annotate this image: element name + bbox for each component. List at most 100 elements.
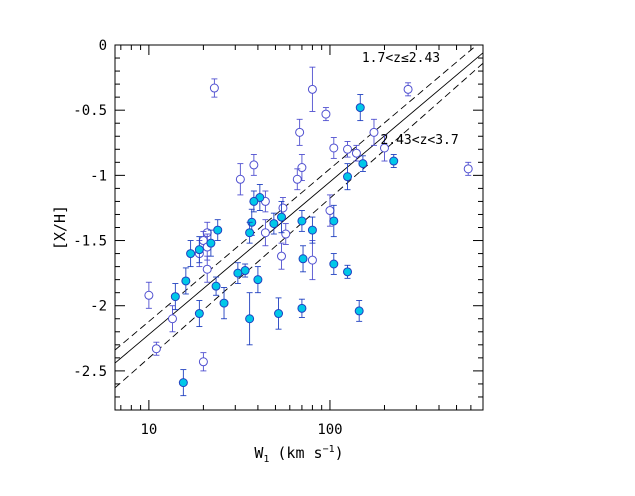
data-point-open [307,240,317,281]
annotation-1: 2.43<z<3.7 [380,133,458,148]
data-point-open [343,141,353,158]
data-point-filled [255,184,265,212]
x-axis-label-units-sup: −1 [323,444,335,455]
data-point-filled [245,221,255,244]
data-point-filled [343,264,353,279]
data-point-open [277,242,287,270]
data-point-open [297,154,307,182]
data-point-filled [355,94,365,122]
marker-filled [194,309,204,319]
data-point-open [151,341,161,356]
marker-filled [277,212,287,222]
data-point-filled [297,210,307,232]
data-point-filled [194,236,204,264]
marker-open [307,255,317,265]
data-point-filled [277,200,287,234]
data-point-filled [307,216,317,244]
marker-open [151,344,161,354]
data-point-open [281,223,291,245]
data-point-open [463,161,473,176]
marker-filled [181,276,191,286]
x-axis-label: W1 (km s−1) [254,444,343,465]
data-point-filled [206,229,216,257]
data-point-filled [389,154,399,168]
marker-open [144,290,154,300]
marker-open [325,206,335,216]
marker-open [321,109,331,119]
data-point-open [321,107,331,122]
data-point-open [307,66,317,112]
data-point-filled [194,300,204,328]
data-point-filled [329,204,339,238]
data-point-open [329,137,339,159]
marker-open [329,143,339,153]
y-tick-label: -0.5 [73,103,107,119]
data-point-filled [343,163,353,191]
marker-open [167,314,177,324]
y-tick-label: -2.5 [73,364,107,380]
y-tick-label: -2 [90,299,107,315]
marker-open [351,148,361,158]
annotation-0: 1.7<z≤2.43 [362,51,440,66]
marker-open [277,251,287,261]
data-point-open [260,219,270,247]
x-axis-label-main: W [254,444,264,462]
fit-line-dashed-2 [115,62,483,389]
data-point-filled [233,262,243,285]
marker-filled [343,172,353,182]
x-axis-label-units: (km s [277,444,322,462]
data-point-open [235,163,245,196]
marker-open [379,143,389,153]
data-point-open [379,134,389,162]
data-point-filled [186,240,196,268]
data-point-filled [178,369,188,397]
marker-open [260,228,270,238]
data-point-filled [329,253,339,275]
marker-filled [297,216,307,226]
data-point-filled [298,245,308,273]
fit-line-dashed-1 [115,45,478,351]
marker-filled [233,268,243,278]
marker-open [202,264,212,274]
x-tick-label: 100 [317,422,342,438]
marker-filled [298,254,308,264]
marker-open [307,84,317,94]
x-tick-label: 10 [140,422,157,438]
marker-open [295,127,305,137]
data-point-filled [170,283,180,311]
data-point-filled [213,219,223,241]
y-tick-label: -1 [90,168,107,184]
marker-filled [329,259,339,269]
marker-filled [329,216,339,226]
marker-open [249,160,259,170]
marker-filled [355,103,365,113]
data-point-filled [249,190,259,213]
marker-filled [274,309,284,319]
marker-open [369,127,379,137]
y-tick-label: -1.5 [73,234,107,250]
x-axis-label-sub: 1 [263,454,269,465]
marker-open [209,83,219,93]
marker-filled [178,378,188,388]
marker-filled [206,238,216,248]
marker-open [278,203,288,213]
data-point-filled [358,155,368,172]
x-axis-label-units-close: ) [335,444,344,462]
marker-filled [354,306,364,316]
marker-filled [186,249,196,259]
fit-line-solid-0 [115,52,483,364]
data-point-open [369,118,379,146]
marker-filled [307,225,317,235]
marker-filled [213,225,223,235]
data-point-filled [253,266,263,294]
marker-filled [358,159,368,169]
axes-layer: 0 -0.5 -1 -1.5 -2 -2.5 10 100 1.7<z≤2.43 2.43<z<3… [73,38,484,438]
y-tick-label: 0 [99,38,107,54]
marker-filled [170,292,180,302]
data-point-open [295,118,305,146]
marker-filled [269,219,279,229]
y-axis-label: [X/H] [51,205,69,250]
data-point-filled [219,287,229,320]
data-point-filled [211,276,221,296]
